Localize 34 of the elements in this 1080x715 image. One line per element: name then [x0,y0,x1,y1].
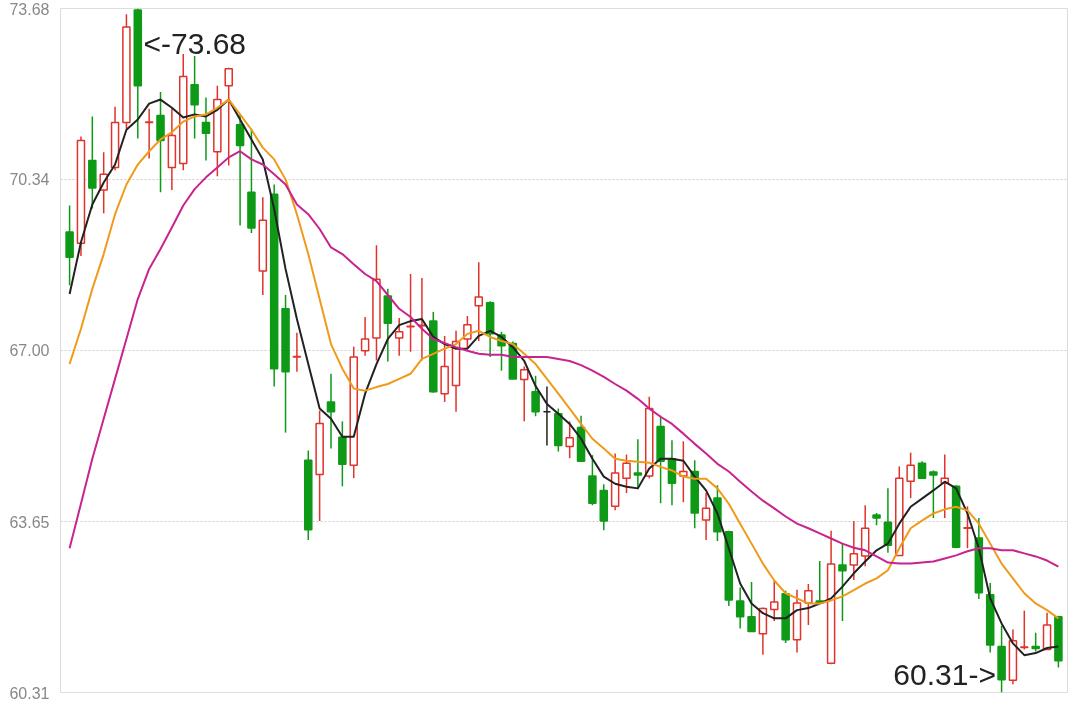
y-tick-label: 63.65 [9,513,50,531]
annotation: 60.31-> [893,657,996,691]
y-tick-label: 67.00 [9,342,50,360]
candlestick [326,373,336,450]
candlestick [519,365,529,423]
candlestick [394,317,404,357]
candlestick [224,67,233,167]
candlestick [769,580,779,622]
candlestick [747,581,756,633]
candlestick [201,96,211,162]
candlestick [622,453,631,494]
candlestick [735,586,745,630]
candlestick [906,451,915,499]
candlestick [849,520,859,581]
y-tick-label: 60.31 [9,684,50,702]
candlestick [565,420,574,459]
candlestick [144,108,154,160]
candlestick [531,375,540,417]
candlestick [929,469,938,519]
candlestick [633,438,643,490]
candlestick [701,492,711,541]
candlestick [292,332,302,373]
y-tick-label: 70.34 [9,171,50,189]
candlestick [804,583,813,626]
candlestick [1020,609,1029,651]
candlestick [190,55,199,140]
y-tick-label: 73.68 [9,0,50,18]
candlestick [838,542,847,622]
candlestick [406,273,415,353]
candlestick [474,261,484,342]
candlestick [360,316,370,357]
annotation: <-73.68 [143,26,247,60]
line-series [68,150,1060,568]
candlestick [1031,631,1040,653]
